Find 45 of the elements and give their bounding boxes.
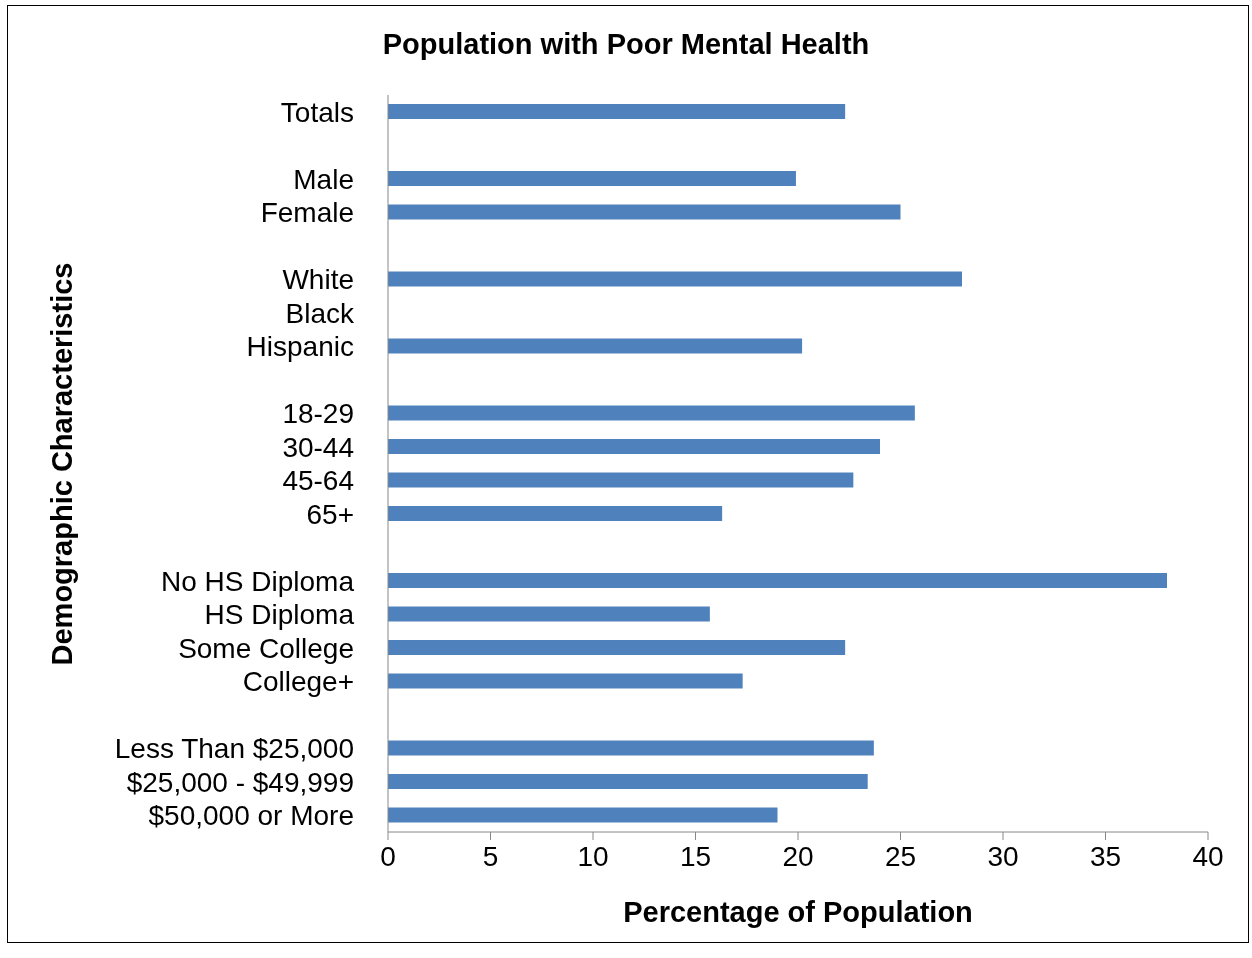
y-tick-label: 18-29 bbox=[282, 398, 354, 430]
y-tick-label: HS Diploma bbox=[204, 599, 355, 631]
y-tick-label: $25,000 - $49,999 bbox=[126, 766, 354, 798]
bar bbox=[388, 807, 778, 823]
y-tick-label: Black bbox=[285, 297, 355, 329]
y-axis-title: Demographic Characteristics bbox=[45, 262, 79, 666]
x-tick-label: 10 bbox=[577, 840, 609, 872]
y-tick-label: White bbox=[282, 264, 354, 296]
bar bbox=[388, 640, 846, 655]
y-tick-label: 65+ bbox=[306, 498, 354, 530]
bar bbox=[388, 204, 901, 220]
y-tick-label: 45-64 bbox=[282, 465, 354, 497]
bar bbox=[388, 472, 854, 488]
y-tick-label: Hispanic bbox=[246, 331, 354, 363]
bar bbox=[388, 606, 710, 622]
x-tick-label: 30 bbox=[987, 840, 1019, 872]
bar bbox=[388, 271, 962, 287]
chart-title: Population with Poor Mental Health bbox=[381, 28, 871, 61]
bar bbox=[388, 573, 1167, 588]
x-tick-label: 5 bbox=[482, 840, 499, 872]
bar bbox=[388, 338, 803, 354]
y-tick-label: College+ bbox=[242, 666, 354, 698]
x-tick-label: 40 bbox=[1192, 840, 1224, 872]
y-tick-label: Less Than $25,000 bbox=[114, 733, 354, 765]
bar bbox=[388, 405, 915, 421]
bar bbox=[388, 740, 874, 756]
bar bbox=[388, 506, 723, 521]
y-tick-label: Totals bbox=[280, 96, 354, 128]
x-tick-label: 25 bbox=[884, 840, 917, 872]
bar bbox=[388, 104, 846, 119]
bar bbox=[388, 439, 880, 454]
x-tick-label: 0 bbox=[380, 840, 396, 872]
y-tick-label: 30-44 bbox=[282, 431, 354, 463]
y-tick-label: Female bbox=[260, 197, 354, 229]
bar bbox=[388, 774, 868, 789]
y-tick-label: $50,000 or More bbox=[148, 800, 354, 832]
bar bbox=[388, 673, 743, 689]
x-tick-label: 15 bbox=[679, 840, 712, 872]
y-tick-label: Some College bbox=[178, 632, 354, 664]
bar bbox=[388, 171, 796, 186]
y-tick-label: Male bbox=[293, 163, 354, 195]
x-tick-label: 35 bbox=[1089, 840, 1122, 872]
y-tick-label: No HS Diploma bbox=[161, 565, 355, 597]
x-axis-title: Percentage of Population bbox=[622, 896, 974, 929]
x-tick-label: 20 bbox=[782, 840, 814, 872]
